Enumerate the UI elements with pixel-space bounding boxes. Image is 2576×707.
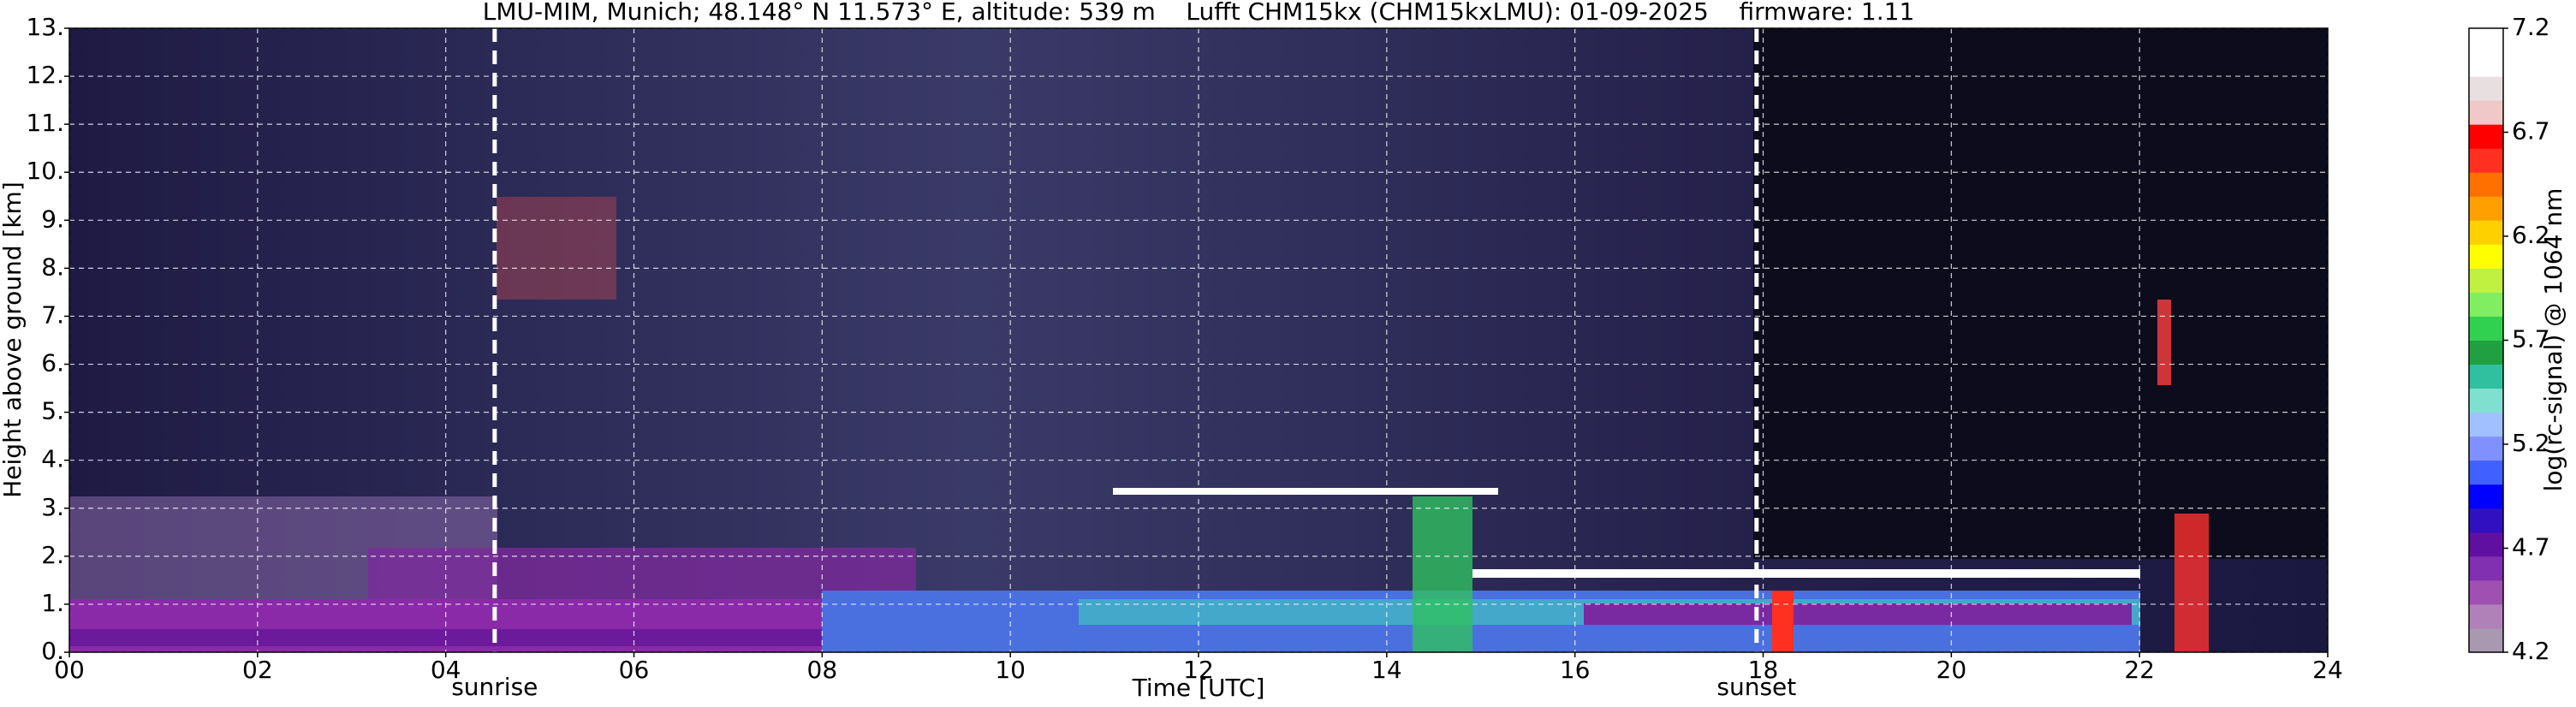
colorbar-swatch (2469, 148, 2503, 173)
colorbar-swatch (2469, 532, 2503, 557)
colorbar-swatch (2469, 220, 2503, 245)
x-tick-label: 04 (431, 656, 461, 684)
colorbar-swatch (2469, 340, 2503, 365)
colorbar-label: log(rc-signal) @ 1064 nm (2539, 188, 2567, 492)
colorbar-swatch (2469, 100, 2503, 125)
y-tick-label: 1. (41, 589, 64, 617)
y-tick-label: 5. (41, 397, 64, 425)
colorbar-swatch (2469, 460, 2503, 485)
x-tick-label: 18 (1748, 656, 1779, 684)
x-tick-label: 10 (995, 656, 1026, 684)
y-tick-label: 7. (41, 300, 64, 329)
colorbar-swatch (2469, 627, 2503, 653)
colorbar-tick-label: 6.2 (2512, 221, 2550, 249)
y-tick-label: 6. (41, 349, 64, 377)
y-axis-label: Height above ground [km] (0, 181, 27, 498)
y-tick-label: 9. (41, 205, 64, 233)
y-tick-label: 2. (41, 541, 64, 569)
x-tick-label: 08 (807, 656, 838, 684)
x-tick-label: 16 (1560, 656, 1591, 684)
colorbar-tick-label: 4.2 (2512, 637, 2550, 665)
colorbar-tick-label: 5.2 (2512, 429, 2550, 457)
y-tick-label: 0. (41, 637, 64, 665)
y-tick-label: 3. (41, 493, 64, 521)
colorbar-tick-label: 5.7 (2512, 325, 2550, 354)
x-tick-label: 06 (619, 656, 650, 684)
colorbar-swatch (2469, 76, 2503, 101)
x-tick-label: 22 (2124, 656, 2155, 684)
x-tick-label: 24 (2312, 656, 2343, 684)
colorbar-swatch (2469, 484, 2503, 509)
x-axis-label: Time [UTC] (1132, 674, 1265, 702)
annotation-label: sunrise (451, 673, 538, 701)
colorbar-swatch (2469, 28, 2503, 53)
colorbar-swatch (2469, 579, 2503, 605)
colorbar-swatch (2469, 603, 2503, 629)
colorbar-swatch (2469, 316, 2503, 341)
colorbar: 4.2 4.7 5.2 5.7 6.2 6.7 7.2 (2468, 13, 2550, 665)
colorbar-swatch (2469, 364, 2503, 389)
y-tick-label: 13. (26, 13, 64, 41)
x-tick-label: 20 (1936, 656, 1967, 684)
x-tick-label: 14 (1371, 656, 1402, 684)
colorbar-swatch (2469, 292, 2503, 317)
y-tick-label: 4. (41, 445, 64, 473)
colorbar-swatch (2469, 436, 2503, 461)
colorbar-tick-label: 7.2 (2512, 13, 2550, 41)
plot-frame (68, 27, 2329, 653)
colorbar-swatch (2469, 196, 2503, 221)
colorbar-swatch (2469, 124, 2503, 149)
colorbar-swatch (2469, 508, 2503, 533)
colorbar-swatch (2469, 556, 2503, 581)
x-tick-label: 02 (242, 656, 273, 684)
colorbar-swatch (2469, 268, 2503, 293)
colorbar-swatch (2469, 412, 2503, 437)
y-tick-label: 10. (26, 157, 64, 185)
chart-title: LMU-MIM, Munich; 48.148° N 11.573° E, al… (483, 0, 1915, 26)
colorbar-swatch (2469, 172, 2503, 197)
y-tick-label: 12. (26, 61, 64, 89)
colorbar-tick-label: 4.7 (2512, 533, 2550, 561)
colorbar-swatch (2469, 388, 2503, 413)
x-tick-label: 12 (1183, 656, 1214, 684)
colorbar-tick-label: 6.7 (2512, 117, 2550, 146)
colorbar-swatch (2469, 244, 2503, 269)
y-tick-label: 8. (41, 253, 64, 281)
colorbar-swatch (2469, 52, 2503, 77)
y-tick-label: 11. (26, 109, 64, 137)
x-tick-label: 00 (54, 656, 85, 684)
annotations (492, 28, 1759, 652)
annotation-label: sunset (1716, 673, 1796, 701)
